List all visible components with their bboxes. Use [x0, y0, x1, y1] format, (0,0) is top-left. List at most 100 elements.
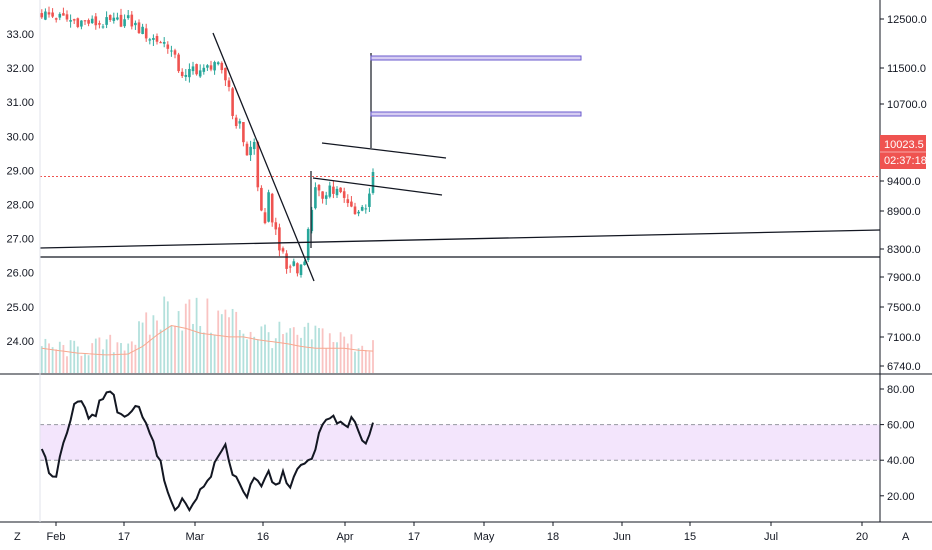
candle	[281, 246, 285, 254]
volume-bar	[123, 350, 126, 373]
volume-bar	[364, 349, 367, 373]
candle	[155, 33, 159, 45]
candle	[209, 60, 213, 72]
candle	[134, 20, 137, 30]
flag-upper-line[interactable]	[321, 142, 447, 159]
volume-bar	[87, 355, 90, 373]
candle-body	[123, 19, 126, 27]
time-axis-tick-label: 18	[547, 531, 559, 543]
auto-scale-button[interactable]: A	[902, 531, 910, 543]
volume-bar	[166, 301, 169, 373]
candle-body	[213, 62, 216, 71]
candle	[216, 61, 220, 66]
volume-bar	[274, 338, 277, 373]
volume-bar	[76, 346, 79, 373]
last-price-value: 10023.5	[884, 139, 924, 151]
candle	[141, 23, 144, 35]
time-axis-tick-label: 17	[408, 531, 420, 543]
descending-trendline[interactable]	[212, 32, 315, 282]
candle-body	[285, 253, 288, 269]
candle-body	[317, 184, 321, 191]
candle	[72, 18, 76, 25]
price-pane[interactable]	[39, 6, 881, 373]
rsi-line	[40, 390, 374, 513]
right-axis-tick-label: 12500.0	[887, 14, 927, 26]
candle	[256, 140, 260, 192]
candle-body	[137, 22, 141, 34]
rsi-axis-tick-label: 80.00	[887, 384, 915, 396]
last-price-tag: 10023.5 02:37:18	[880, 135, 927, 169]
candle	[350, 196, 353, 208]
candle-body	[281, 248, 285, 252]
rsi-pane[interactable]	[40, 390, 880, 513]
volume-bar	[188, 299, 191, 373]
volume-bars	[40, 296, 374, 373]
candle	[188, 63, 191, 83]
candle	[112, 12, 116, 24]
volume-bar	[328, 333, 331, 373]
right-axis-tick-label: 8900.0	[887, 206, 921, 218]
candle-body	[134, 22, 137, 26]
candle	[328, 181, 332, 199]
candle	[274, 217, 278, 235]
candle	[76, 17, 80, 29]
candle	[65, 10, 69, 22]
candle	[116, 12, 119, 21]
candle-body	[332, 186, 335, 194]
left-price-axis[interactable]: 33.00 32.00 31.00 30.00 29.00 28.00 27.00 26.00…	[6, 29, 34, 348]
candle	[288, 264, 292, 273]
candle	[310, 206, 314, 234]
time-axis-tick-label: Feb	[47, 531, 66, 543]
volume-bar	[109, 334, 112, 373]
target-box-upper[interactable]	[370, 55, 582, 61]
volume-bar	[134, 344, 137, 373]
candle-body	[166, 44, 170, 49]
flag-lower-line[interactable]	[312, 177, 443, 196]
candle-body	[339, 187, 342, 193]
countdown-value: 02:37:18	[884, 155, 927, 167]
candle	[90, 15, 94, 24]
time-axis-tick-label: 17	[118, 531, 130, 543]
candle	[346, 194, 350, 207]
candle	[317, 183, 321, 197]
volume-bar	[231, 308, 234, 373]
volume-bar	[228, 317, 230, 373]
candle-body	[40, 13, 44, 18]
candle-body	[116, 17, 119, 20]
support-trendline[interactable]	[39, 229, 881, 249]
timezone-button[interactable]: Z	[14, 531, 21, 543]
candle	[249, 140, 252, 161]
drawings[interactable]	[39, 32, 881, 282]
candle	[44, 8, 47, 21]
right-price-axis[interactable]: 12500.0 11500.0 10700.0 9400.0 8900.0 8300.0 7…	[880, 14, 927, 373]
left-axis-tick-label: 24.00	[6, 336, 34, 348]
candle-body	[206, 65, 209, 68]
volume-bar	[116, 342, 119, 373]
volume-bar	[148, 334, 151, 373]
time-axis[interactable]: Feb 17 Mar 16 Apr 17 May 18 Jun 15 Jul 20	[47, 522, 869, 543]
candle-body	[245, 143, 249, 156]
rsi-axis[interactable]: 80.00 60.00 40.00 20.00	[880, 384, 915, 503]
candle	[126, 10, 130, 20]
volume-bar	[141, 322, 144, 373]
candle-body	[227, 80, 231, 87]
candle	[195, 63, 198, 76]
left-axis-tick-label: 29.00	[6, 165, 34, 177]
right-axis-tick-label: 6740.0	[887, 361, 921, 373]
candle	[137, 19, 141, 35]
candle	[152, 34, 155, 46]
volume-bar	[278, 321, 281, 373]
time-axis-tick-label: May	[474, 531, 495, 543]
candle	[342, 187, 346, 203]
target-box-lower[interactable]	[370, 111, 582, 117]
candle	[123, 14, 126, 28]
candle	[80, 20, 83, 30]
candle-body	[159, 42, 162, 44]
candle	[224, 67, 227, 86]
candle	[144, 23, 148, 42]
time-axis-tick-label: 16	[257, 531, 269, 543]
volume-bar	[267, 332, 270, 373]
candle	[62, 7, 65, 16]
volume-bar	[210, 332, 212, 373]
